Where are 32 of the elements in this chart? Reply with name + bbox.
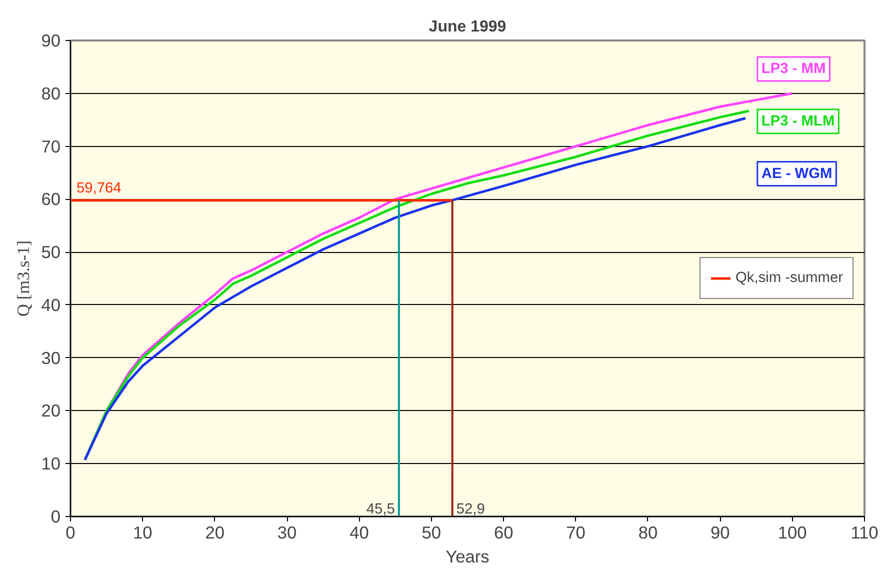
y-tick-label: 10 (41, 454, 61, 474)
legend-label: Qk,sim -summer (736, 270, 843, 286)
chart-title: June 1999 (428, 18, 506, 36)
x-tick-label: 80 (638, 522, 658, 542)
y-tick-label: 60 (41, 189, 61, 210)
x-tick-label: 110 (850, 522, 878, 542)
x-tick-label: 10 (133, 522, 152, 542)
x-axis-title: Years (446, 546, 490, 566)
x-tick-label: 50 (422, 522, 442, 542)
x-tick-label: 60 (494, 522, 514, 542)
x-tick-label: 40 (350, 522, 369, 542)
y-tick-label: 50 (41, 242, 61, 262)
ref-line-label: 52,9 (456, 502, 485, 518)
series-label: LP3 - MM (761, 61, 826, 78)
x-tick-label: 70 (566, 522, 586, 542)
x-tick-label: 90 (710, 522, 730, 542)
y-tick-label: 30 (41, 348, 61, 368)
x-tick-label: 0 (66, 522, 76, 542)
x-tick-label: 30 (277, 522, 297, 542)
y-tick-label: 70 (41, 136, 61, 156)
ref-line-label: 45,5 (366, 502, 395, 518)
annotation: 59,764 (76, 180, 122, 196)
y-tick-label: 20 (41, 400, 61, 421)
y-axis-title: Q [m3.s-1] (14, 240, 34, 317)
text: AE - WGM (761, 166, 832, 182)
y-tick-label: 0 (50, 506, 61, 526)
y-tick-label: 90 (41, 30, 61, 50)
series-label: LP3 - MLM (761, 113, 835, 130)
x-tick-label: 100 (778, 522, 807, 542)
x-tick-label: 20 (205, 522, 225, 542)
y-tick-label: 40 (41, 294, 61, 315)
y-tick-label: 80 (41, 83, 61, 104)
